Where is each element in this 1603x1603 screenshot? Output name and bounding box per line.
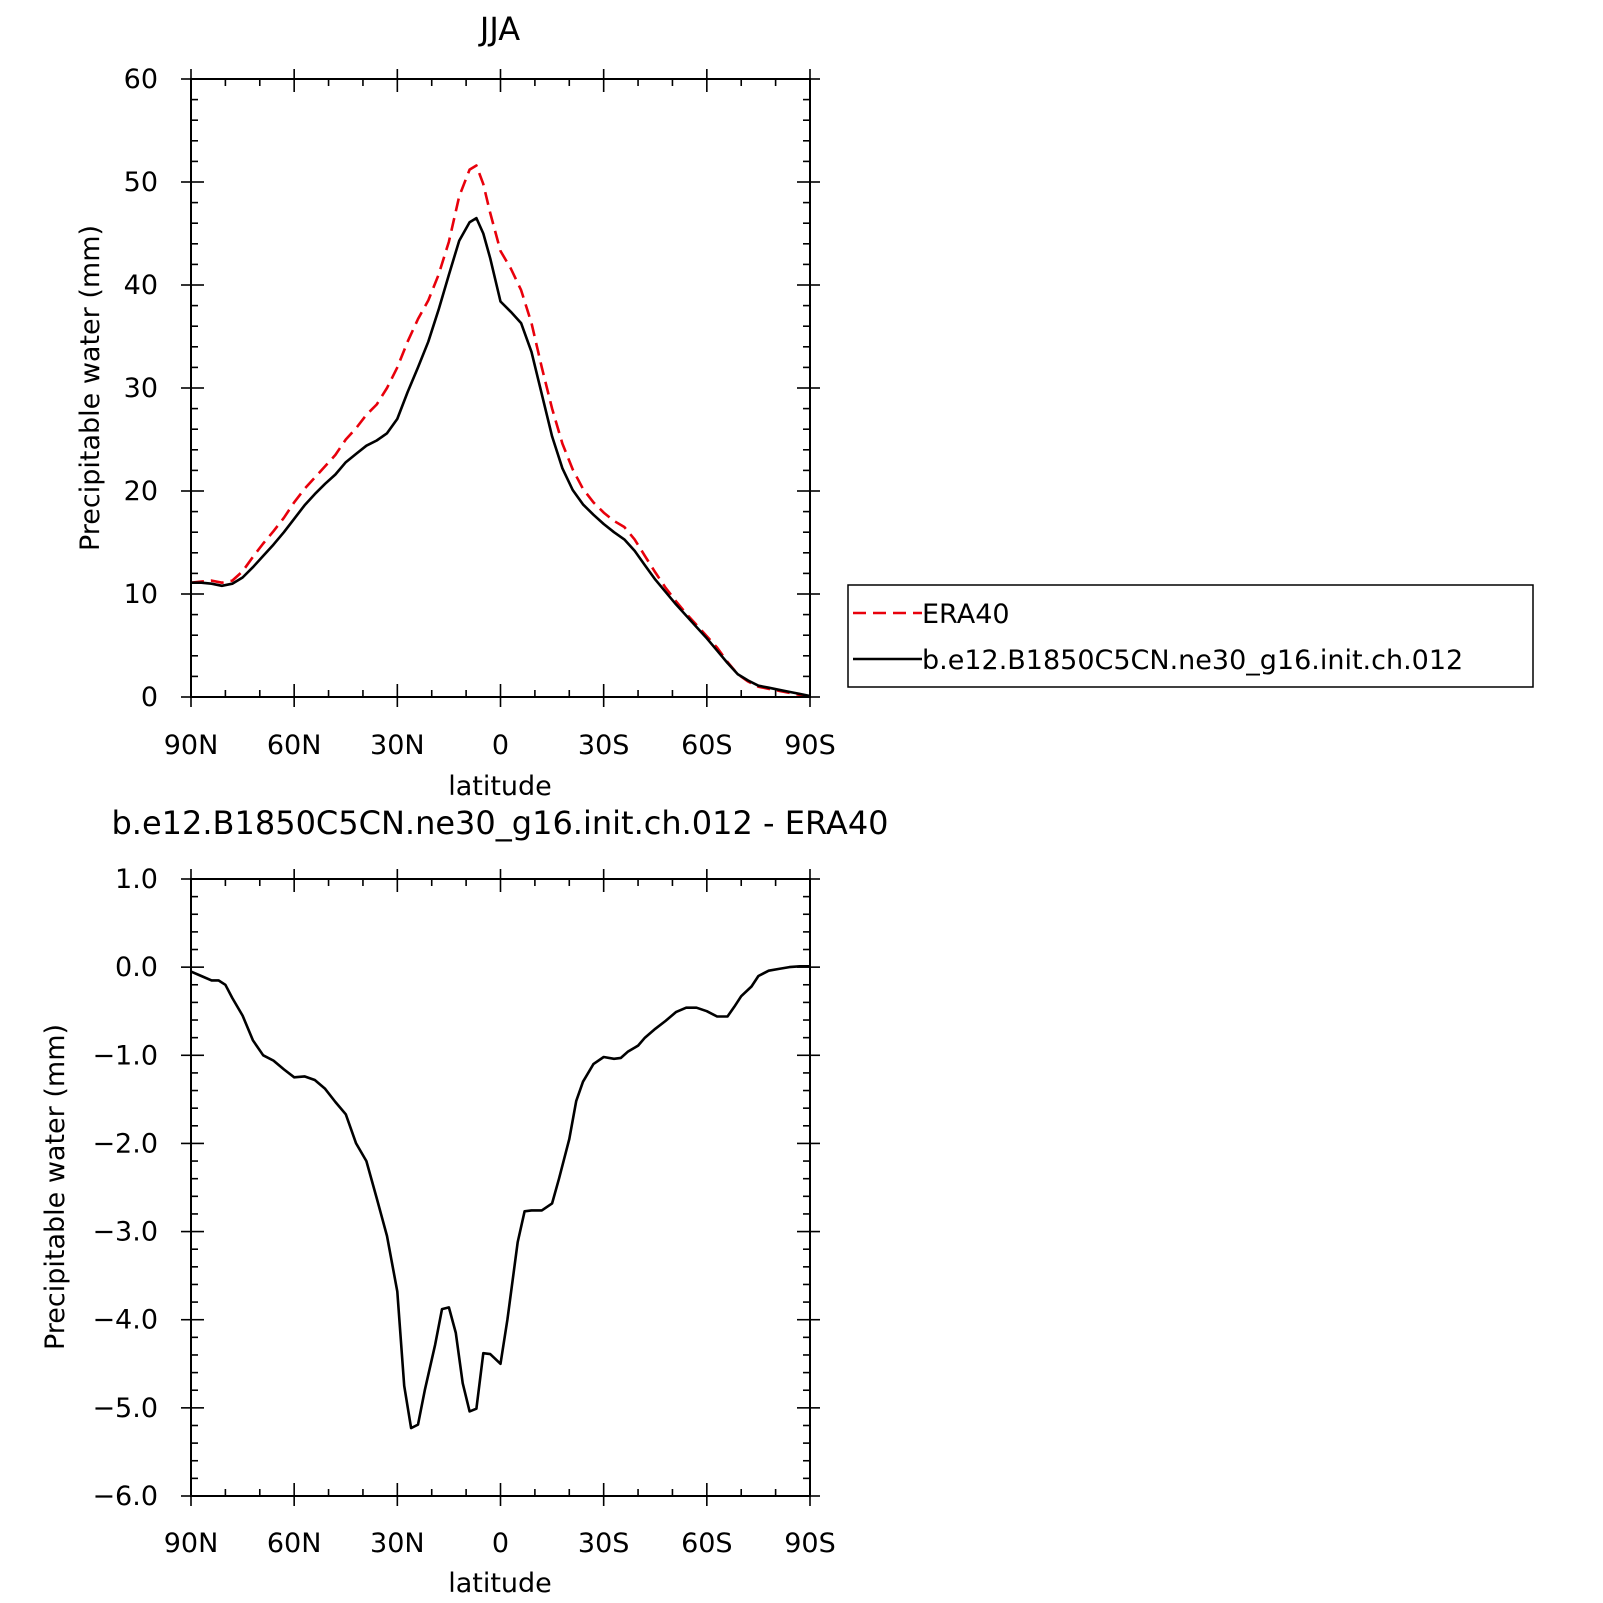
top-tick-marks: [181, 69, 820, 707]
bottom-x-tick-label: 30S: [578, 1528, 630, 1559]
legend-label-model: b.e12.B1850C5CN.ne30_g16.init.ch.012: [922, 645, 1463, 676]
bottom-x-tick-label: 30N: [370, 1528, 425, 1559]
bottom-x-tick-label: 60N: [267, 1528, 322, 1559]
bottom-tick-marks: [181, 869, 820, 1506]
top-series-line-0: [190, 164, 811, 699]
top-y-tick-label: 10: [124, 579, 158, 610]
bottom-series-line-0: [190, 965, 810, 1430]
bottom-x-tick-label: 0: [492, 1528, 509, 1559]
bottom-x-tick-label: 60S: [681, 1528, 733, 1559]
bottom-panel-title: b.e12.B1850C5CN.ne30_g16.init.ch.012 - E…: [111, 804, 888, 842]
bottom-series-layer: [190, 965, 810, 1430]
legend: ERA40 b.e12.B1850C5CN.ne30_g16.init.ch.0…: [847, 584, 1534, 688]
top-y-tick-label: 40: [124, 270, 158, 301]
bottom-y-tick-label: −6.0: [92, 1481, 158, 1512]
bottom-y-tick-label: −4.0: [92, 1305, 158, 1336]
legend-box: [847, 584, 1534, 688]
bottom-panel: b.e12.B1850C5CN.ne30_g16.init.ch.012 - E…: [40, 804, 889, 1599]
top-x-tick-label: 90S: [784, 730, 836, 761]
bottom-x-tick-label: 90S: [784, 1528, 836, 1559]
bottom-y-tick-label: 0.0: [115, 952, 158, 983]
bottom-y-tick-label: −2.0: [92, 1128, 158, 1159]
top-x-tick-label: 30N: [370, 730, 425, 761]
top-x-tick-label: 0: [492, 730, 509, 761]
bottom-y-tick-label: −5.0: [92, 1393, 158, 1424]
top-x-tick-label: 60N: [267, 730, 322, 761]
top-x-tick-label: 60S: [681, 730, 733, 761]
top-y-axis-title: Precipitable water (mm): [75, 225, 106, 551]
bottom-x-tick-label: 90N: [164, 1528, 219, 1559]
bottom-y-tick-label: −3.0: [92, 1217, 158, 1248]
top-x-tick-label: 30S: [578, 730, 630, 761]
top-x-axis-title: latitude: [448, 771, 552, 802]
bottom-y-tick-labels: 1.0 0.0 −1.0 −2.0 −3.0 −4.0 −5.0 −6.0: [92, 864, 158, 1512]
top-series-line-1: [191, 216, 811, 698]
bottom-y-tick-label: 1.0: [115, 864, 158, 895]
legend-label-era40: ERA40: [922, 599, 1010, 630]
top-panel-title: JJA: [478, 10, 520, 48]
top-y-tick-label: 20: [124, 476, 158, 507]
bottom-y-tick-label: −1.0: [92, 1040, 158, 1071]
top-y-tick-labels: 0 10 20 30 40 50 60: [124, 64, 158, 713]
bottom-y-axis-title: Precipitable water (mm): [40, 1024, 71, 1350]
bottom-x-axis-title: latitude: [448, 1568, 552, 1599]
bottom-x-tick-labels: 90N 60N 30N 0 30S 60S 90S: [164, 1528, 836, 1559]
top-series-layer: [190, 164, 811, 699]
top-y-tick-label: 0: [141, 682, 158, 713]
top-x-tick-label: 90N: [164, 730, 219, 761]
top-x-tick-labels: 90N 60N 30N 0 30S 60S 90S: [164, 730, 836, 761]
top-y-tick-label: 30: [124, 373, 158, 404]
top-y-tick-label: 60: [124, 64, 158, 95]
top-y-tick-label: 50: [124, 167, 158, 198]
top-panel: JJA 90N 60N 30N 0 30S 60S 90S 0 10 20 30 40 50 60 la…: [75, 10, 836, 802]
